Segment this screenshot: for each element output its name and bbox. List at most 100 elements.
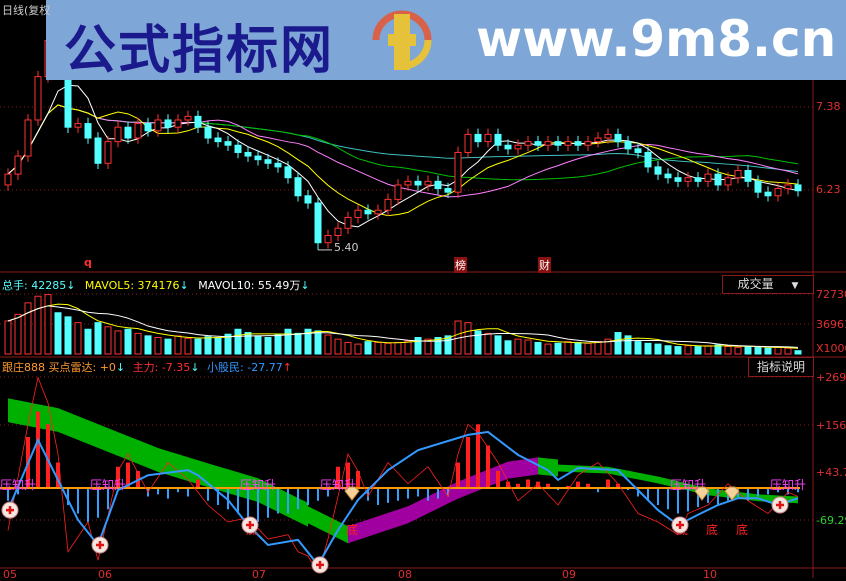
ribbon-segment [488, 465, 498, 487]
ribbon-segment [108, 428, 118, 456]
ribbon-segment [178, 454, 188, 482]
candle-body [644, 151, 652, 168]
volume-bar [304, 328, 312, 355]
volume-bar [744, 346, 752, 355]
bottom-text: 底 [346, 522, 358, 537]
ribbon-segment [128, 436, 138, 464]
ribbon-segment [138, 440, 148, 468]
ribbon-segment [228, 469, 238, 497]
diamond-icon [344, 486, 360, 501]
volume-bar [374, 341, 382, 355]
volume-bar [124, 328, 132, 355]
ribbon-segment [58, 408, 68, 436]
candle-body [134, 123, 142, 139]
volume-bar [284, 328, 292, 355]
ribbon-segment [8, 398, 18, 425]
candle-body [524, 141, 532, 146]
ribbon-segment [238, 472, 248, 500]
candle-body [104, 141, 112, 164]
volume-bar [204, 336, 212, 355]
ribbon-segment [648, 474, 658, 484]
indicator-axis-label: +156. [816, 419, 846, 432]
candle-body [234, 144, 242, 153]
plus-cross-icon [96, 540, 104, 549]
down-arrow-icon: ↓ [179, 279, 189, 292]
buy-radar-value: 买点雷达: +0 [48, 361, 116, 374]
event-marker-q[interactable]: q [84, 256, 92, 269]
volume-bar [724, 346, 732, 355]
candle-body [154, 119, 162, 132]
candle-body [414, 180, 422, 186]
volume-bar [624, 335, 632, 355]
volume-bar [4, 320, 12, 355]
bottom-text: 底 [736, 522, 748, 537]
volume-bar [714, 344, 722, 355]
volume-bar [44, 294, 52, 355]
indicator-selector-dropdown[interactable]: 成交量 ▼ [722, 275, 814, 294]
down-arrow-icon: ↓ [66, 279, 76, 292]
ribbon-segment [358, 519, 368, 540]
volume-bar [354, 343, 362, 355]
ribbon-segment [118, 432, 128, 460]
volume-bar [784, 347, 792, 355]
signal-text: 压知升 [770, 478, 806, 492]
volume-bar [444, 335, 452, 355]
candle-body [144, 123, 152, 132]
signal-text: 压知升 [240, 478, 276, 492]
ribbon-segment [468, 473, 478, 495]
candle-body [594, 137, 602, 143]
candle-body [574, 141, 582, 146]
volume-bar [614, 332, 622, 355]
ribbon-segment [308, 506, 318, 529]
candle-body [384, 198, 392, 211]
ribbon-segment [628, 470, 638, 480]
ribbon-segment [28, 402, 38, 428]
volume-bar [464, 322, 472, 355]
down-arrow-icon: ↓ [190, 361, 200, 374]
volume-bar [544, 343, 552, 355]
candle-body [724, 177, 732, 186]
signal-text: 压知升 [90, 478, 126, 492]
ribbon-segment [478, 469, 488, 491]
event-marker-bang[interactable]: 榜 [454, 257, 467, 273]
volume-bar [174, 335, 182, 355]
volume-bar [594, 341, 602, 355]
ribbon-segment [88, 420, 98, 448]
volume-bar [514, 338, 522, 355]
volume-bar [414, 337, 422, 355]
plus-cross-icon [6, 506, 14, 515]
event-marker-cai[interactable]: 财 [538, 257, 551, 273]
indicator-help-button[interactable]: 指标说明 [748, 357, 814, 377]
candle-body [74, 123, 82, 128]
candle-body [744, 170, 752, 182]
plus-cross-icon [316, 560, 324, 569]
volume-bar [574, 341, 582, 355]
candle-body [614, 133, 622, 143]
candle-body [224, 141, 232, 146]
volume-bar [584, 342, 592, 355]
candle-body [164, 119, 172, 128]
ma20-line [7, 104, 799, 198]
window-title: 日线(复权 [2, 4, 51, 17]
volume-bar [524, 339, 532, 355]
candle-body [364, 209, 372, 215]
selector-label: 成交量 [737, 277, 774, 291]
red-line [7, 376, 799, 574]
volume-bar [664, 345, 672, 355]
candle-body [434, 180, 442, 190]
volume-bar [34, 295, 42, 355]
candle-body [194, 115, 202, 128]
bottom-text: 底 [706, 522, 718, 537]
ribbon-segment [748, 493, 758, 502]
candle-body [704, 173, 712, 182]
ribbon-segment [368, 516, 378, 537]
candle-body [374, 209, 382, 215]
volume-bar [194, 338, 202, 355]
mavol5: MAVOL5: 374176 [84, 279, 180, 292]
candle-body [674, 177, 682, 182]
candle-body [354, 209, 362, 218]
volume-bar [254, 335, 262, 355]
indicator-axis-label: +269. [816, 371, 846, 384]
banner-site-name: 公式指标网 [64, 21, 335, 81]
volume-bar [294, 332, 302, 355]
